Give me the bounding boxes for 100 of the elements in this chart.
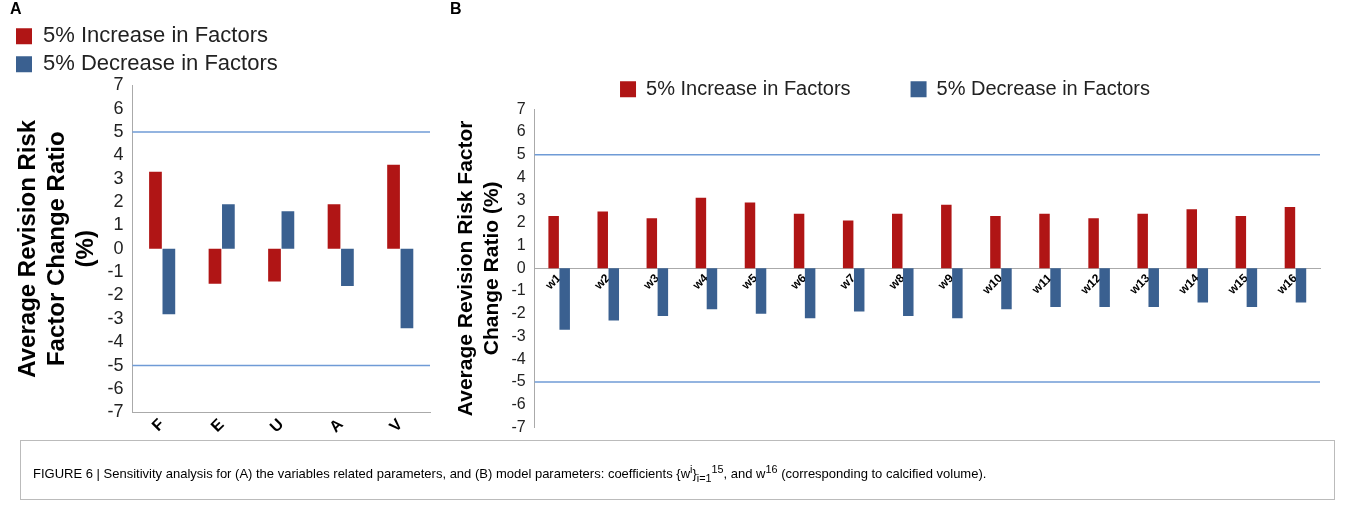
y-tick-label: -5 xyxy=(511,372,526,390)
x-tick-label: w8 xyxy=(885,270,908,293)
bar xyxy=(268,248,281,282)
y-tick-label: -7 xyxy=(511,417,526,435)
y-tick-label: -1 xyxy=(511,281,526,299)
bar xyxy=(657,268,669,317)
y-tick-label: 0 xyxy=(113,237,124,258)
bar xyxy=(1088,218,1099,269)
y-tick-label: -5 xyxy=(107,354,124,375)
bar xyxy=(1235,216,1247,269)
bar xyxy=(1284,206,1296,269)
y-tick-label: 3 xyxy=(516,190,526,208)
chart-title: B xyxy=(450,0,462,18)
y-tick-label: 3 xyxy=(113,167,124,188)
x-tick-label: V xyxy=(385,415,406,435)
y-tick-label: 2 xyxy=(516,213,526,231)
bar xyxy=(597,211,608,269)
chart-title: A xyxy=(10,0,22,18)
y-axis-title: Average Revision Risk Factor Change Ratio (%) xyxy=(453,120,502,417)
y-tick-label: -1 xyxy=(107,261,124,282)
legend-label: 5% Increase in Factors xyxy=(43,22,268,48)
y-tick-label: -6 xyxy=(107,377,124,398)
y-tick-label: 0 xyxy=(516,258,526,276)
bar xyxy=(1197,268,1209,303)
bar xyxy=(903,268,914,317)
legend-label: 5% Increase in Factors xyxy=(646,76,851,99)
bar xyxy=(853,268,865,312)
bar xyxy=(208,248,222,284)
bar xyxy=(281,211,295,249)
x-tick-label: w16 xyxy=(1273,270,1301,298)
bar xyxy=(952,268,963,319)
bar xyxy=(1099,268,1110,307)
bar xyxy=(842,220,854,269)
bar xyxy=(400,248,414,329)
bar xyxy=(804,268,816,319)
bar xyxy=(1295,268,1307,303)
bar xyxy=(608,268,620,321)
x-tick-label: w4 xyxy=(688,270,712,293)
caption: FIGURE 6 | Sensitivity analysis for (A) the variables related parameters, and (B) model parameters: coefficients {w$^{i}$}$_{i=1}$$^{15}$, and w$^{16}$ (corresponding to calcified volume). xyxy=(20,440,1335,500)
y-tick-label: -4 xyxy=(107,331,124,352)
x-tick-label: w14 xyxy=(1175,270,1202,298)
x-tick-label: w5 xyxy=(738,270,761,293)
bar xyxy=(744,202,756,269)
y-tick-label: -2 xyxy=(511,304,526,322)
x-tick-label: w3 xyxy=(639,270,663,293)
y-tick-label: -7 xyxy=(107,401,124,422)
x-tick-label: w11 xyxy=(1028,270,1055,298)
bar xyxy=(1137,213,1148,269)
bar xyxy=(1001,268,1012,310)
x-tick-label: A xyxy=(325,414,347,436)
y-tick-label: 6 xyxy=(113,97,124,118)
bar xyxy=(559,268,570,330)
bar xyxy=(1186,209,1198,269)
bar xyxy=(1246,268,1258,307)
bar xyxy=(706,268,718,310)
x-tick-label: w9 xyxy=(934,270,957,293)
y-tick-label: -2 xyxy=(107,284,124,305)
bar xyxy=(1039,213,1050,269)
x-tick-label: w2 xyxy=(590,270,613,293)
bar xyxy=(941,204,952,269)
y-tick-label: 1 xyxy=(516,235,526,253)
bar xyxy=(755,268,767,314)
y-tick-label: -3 xyxy=(107,307,124,328)
x-tick-label: U xyxy=(266,415,287,436)
bar xyxy=(341,248,354,287)
y-tick-label: -4 xyxy=(511,349,526,367)
x-tick-label: E xyxy=(207,415,228,435)
bar xyxy=(695,197,707,269)
x-tick-label: w12 xyxy=(1076,270,1104,298)
y-tick-label: 7 xyxy=(113,74,124,95)
legend-label: 5% Decrease in Factors xyxy=(936,76,1150,99)
bar xyxy=(149,171,162,249)
bar xyxy=(387,164,400,249)
x-tick-label: w7 xyxy=(836,270,859,293)
bar xyxy=(990,216,1001,269)
y-tick-label: -6 xyxy=(511,395,526,413)
y-tick-label: 2 xyxy=(113,190,124,211)
bar xyxy=(1050,268,1061,307)
bar xyxy=(892,213,903,269)
bar xyxy=(222,204,235,249)
bar xyxy=(548,216,559,269)
x-tick-label: w1 xyxy=(541,270,564,293)
bar xyxy=(162,248,176,315)
y-tick-label: 6 xyxy=(516,122,526,140)
y-tick-label: 4 xyxy=(113,144,124,165)
y-tick-label: 7 xyxy=(516,99,526,117)
y-axis-title: Average Revision Risk Factor Change Ratio (%) xyxy=(13,119,98,378)
x-tick-label: w10 xyxy=(978,270,1006,298)
bar xyxy=(646,218,658,269)
bar xyxy=(1148,268,1159,307)
x-tick-label: F xyxy=(148,415,168,435)
y-tick-label: -3 xyxy=(511,326,526,344)
y-tick-label: 5 xyxy=(113,120,124,141)
legend-label: 5% Decrease in Factors xyxy=(43,50,278,76)
bar xyxy=(793,213,805,269)
y-tick-label: 5 xyxy=(516,145,526,163)
y-tick-label: 4 xyxy=(516,167,526,185)
bar xyxy=(327,204,341,249)
x-tick-label: w6 xyxy=(787,270,810,293)
x-tick-label: w13 xyxy=(1126,270,1153,298)
